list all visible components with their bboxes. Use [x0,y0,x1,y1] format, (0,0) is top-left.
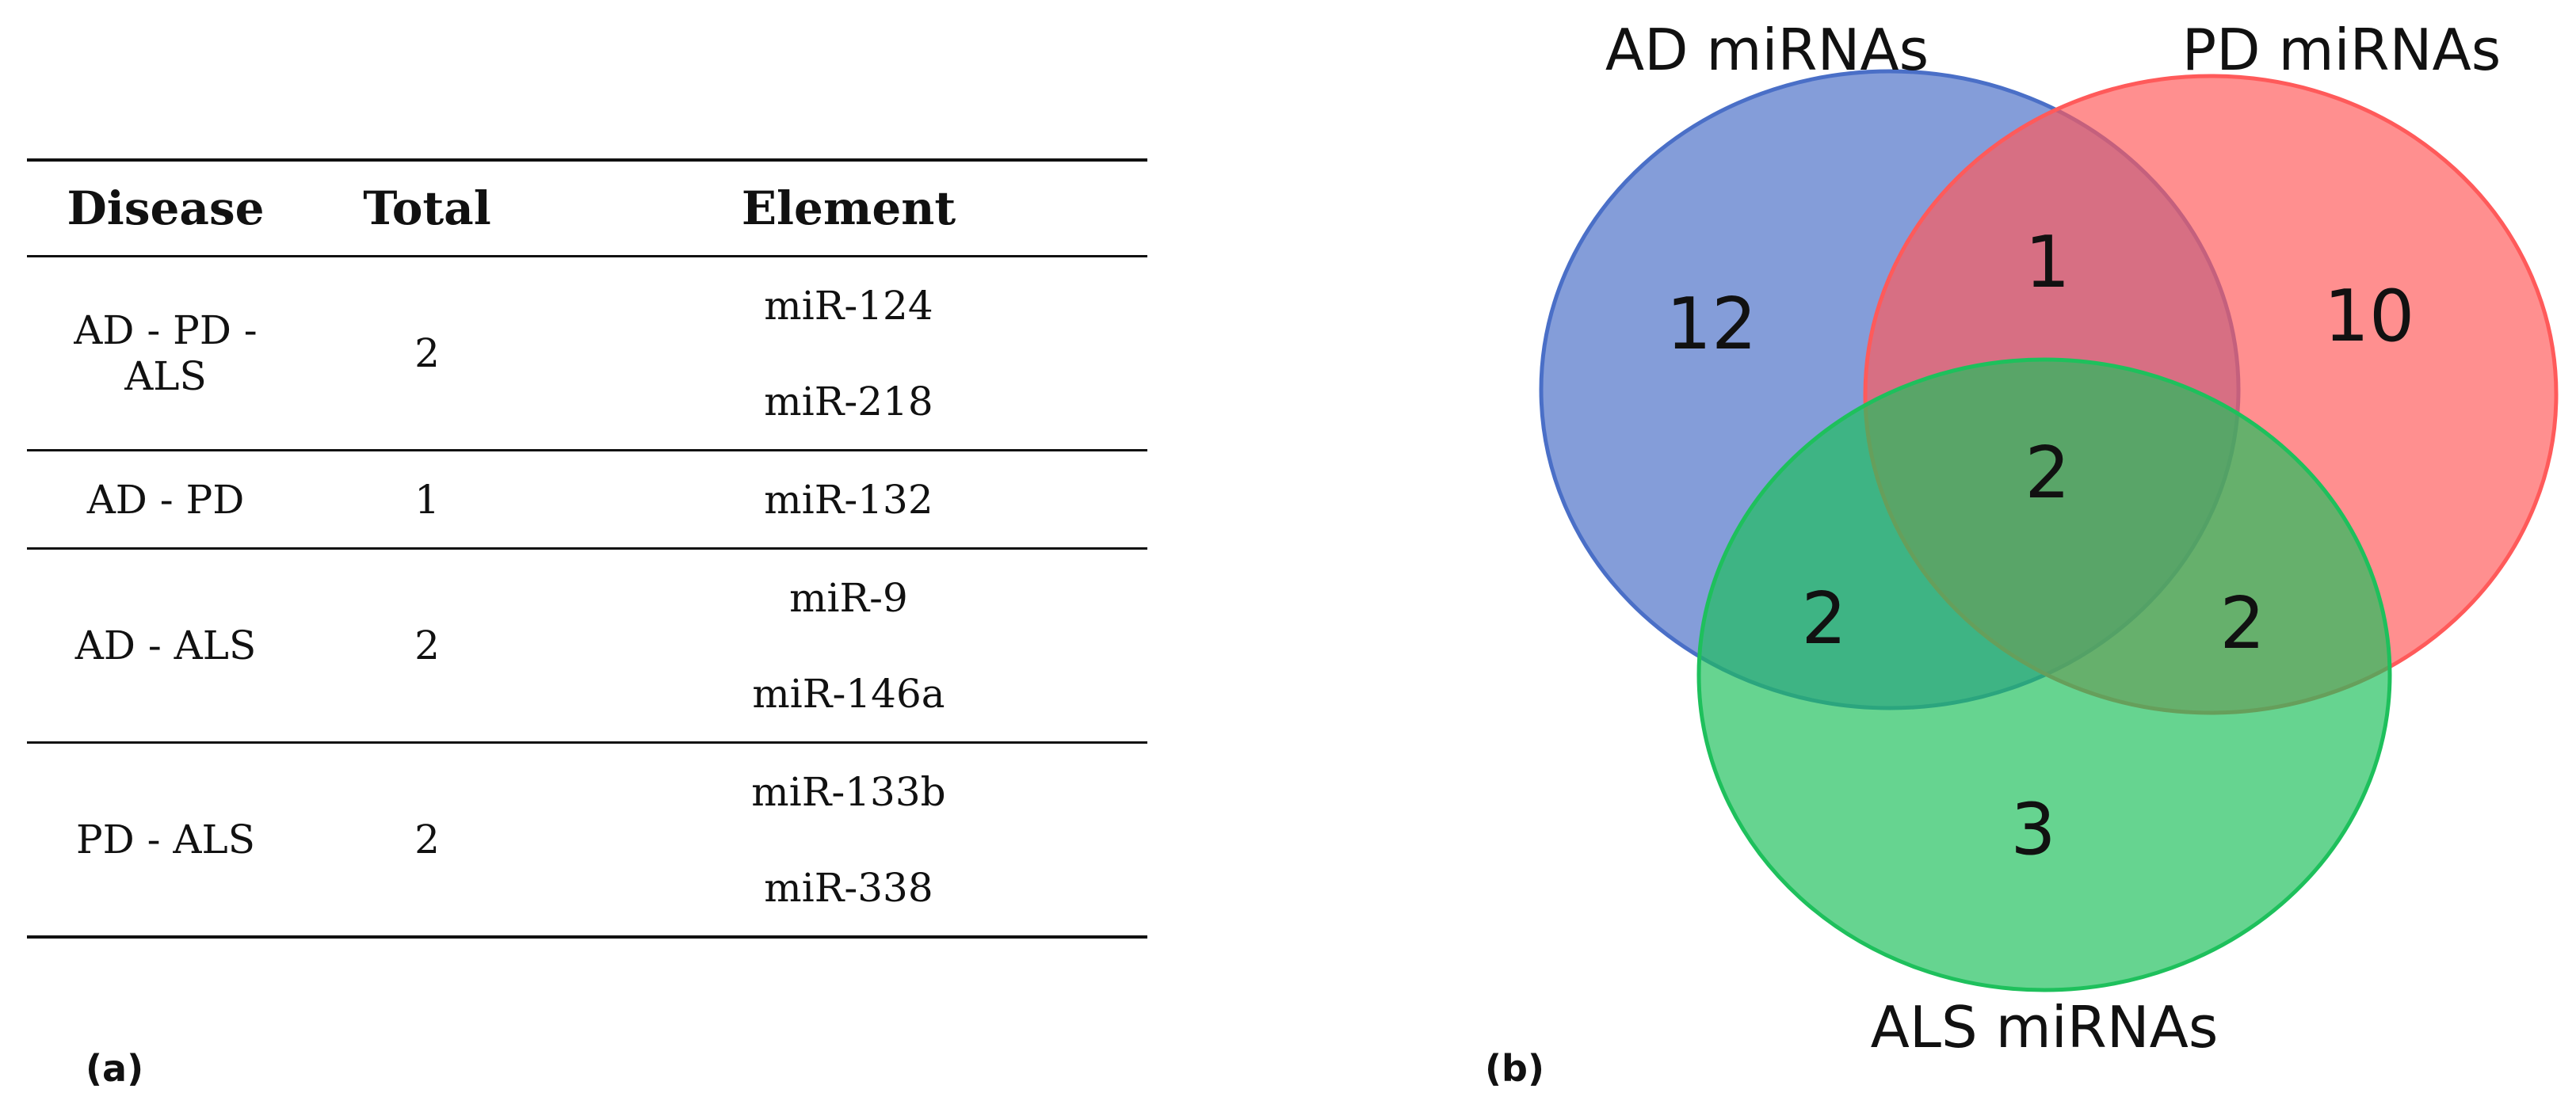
count-ad-als: 2 [1801,577,1846,661]
table-group-pd-als: PD - ALS 2 miR-133b miR-338 [27,743,1147,937]
table-header-row: Disease Total Element [27,160,1147,257]
table-group-ad-pd-als: AD - PD - ALS 2 miR-124 miR-218 [27,257,1147,451]
disease-cell: PD - ALS [76,817,255,863]
element-cell: miR-146a [752,670,945,717]
total-cell: 2 [414,817,440,863]
panel-letter-b: (b) [1485,1047,1544,1090]
total-cell: 1 [414,476,440,523]
panel-letter-a: (a) [86,1047,144,1090]
table-row: AD - ALS 2 miR-9 [27,549,1147,669]
count-ad-pd: 1 [2025,221,2070,304]
comparison-table-panel: Disease Total Element AD - PD - ALS 2 mi… [27,158,1147,939]
element-cell: miR-218 [764,378,933,425]
set-label-pd: PD miRNAs [2182,17,2502,83]
disease-cell: AD - PD [86,476,245,523]
element-cell: miR-9 [789,574,908,621]
disease-cell: AD - PD - ALS [74,307,258,399]
total-cell: 2 [414,623,440,668]
set-label-als: ALS miRNAs [1871,994,2219,1061]
header-total: Total [363,181,491,235]
total-cell: 2 [414,330,440,376]
element-cell: miR-338 [764,864,933,911]
set-label-ad: AD miRNAs [1605,17,1929,83]
disease-cell: AD - ALS [74,623,257,668]
venn-circle-als [1696,357,2392,992]
header-element: Element [741,181,956,235]
table-row: AD - PD - ALS 2 miR-124 [27,257,1147,400]
table-group-ad-pd: AD - PD 1 miR-132 [27,451,1147,549]
element-cell: miR-133b [751,768,946,815]
header-disease: Disease [67,181,265,235]
element-cell: miR-132 [764,476,933,523]
count-ad-only: 12 [1666,283,1757,366]
table-row: miR-218 [27,353,1147,451]
count-ad-pd-als: 2 [2025,432,2070,515]
table-row: AD - PD 1 miR-132 [27,451,1147,549]
element-cell: miR-124 [764,282,933,329]
shared-mirna-table: Disease Total Element AD - PD - ALS 2 mi… [27,158,1147,939]
table-row: PD - ALS 2 miR-133b [27,743,1147,863]
table-row: miR-338 [27,840,1147,937]
count-pd-als: 2 [2219,582,2265,665]
count-als-only: 3 [2010,788,2055,871]
table-group-ad-als: AD - ALS 2 miR-9 miR-146a [27,549,1147,743]
count-pd-only: 10 [2324,275,2415,358]
table-row: miR-146a [27,645,1147,743]
